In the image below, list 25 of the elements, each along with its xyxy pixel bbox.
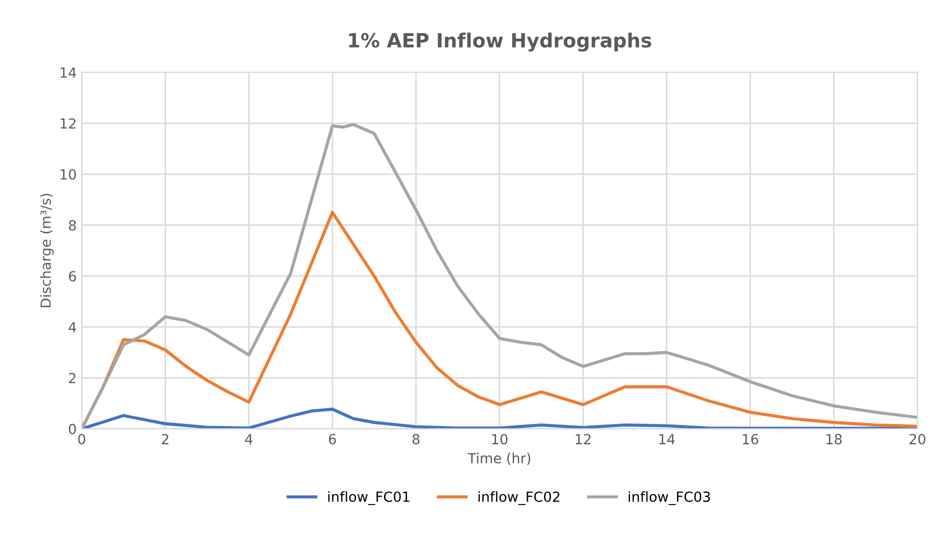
x-tick-label: 16 xyxy=(742,434,758,444)
x-tick-label: 10 xyxy=(492,434,508,444)
y-tick-label: 10 xyxy=(60,169,76,180)
legend-label: inflow_FC02 xyxy=(478,491,560,506)
y-tick-label: 4 xyxy=(68,322,76,332)
y-tick-label: 6 xyxy=(68,271,76,282)
x-tick-label: 14 xyxy=(659,434,675,444)
y-tick-label: 0 xyxy=(68,424,76,434)
y-tick-label: 14 xyxy=(60,68,76,78)
x-tick-label: 6 xyxy=(328,434,336,444)
chart-title: 1% AEP Inflow Hydrographs xyxy=(349,32,652,52)
x-tick-label: 20 xyxy=(910,434,926,444)
legend-label: inflow_FC03 xyxy=(628,491,710,506)
x-tick-label: 4 xyxy=(245,434,252,444)
y-tick-label: 2 xyxy=(69,372,76,384)
x-axis-title: Time (hr) xyxy=(468,452,530,466)
y-axis-title: Discharge (m³/s) xyxy=(40,194,54,308)
legend-label: inflow_FC01 xyxy=(328,491,410,506)
y-tick-label: 8 xyxy=(68,220,76,231)
x-tick-label: 18 xyxy=(826,434,842,444)
x-tick-label: 12 xyxy=(576,434,591,444)
y-tick-label: 12 xyxy=(60,118,76,129)
x-tick-label: 8 xyxy=(412,434,420,444)
x-tick-label: 0 xyxy=(78,434,86,444)
x-tick-label: 2 xyxy=(162,434,168,444)
